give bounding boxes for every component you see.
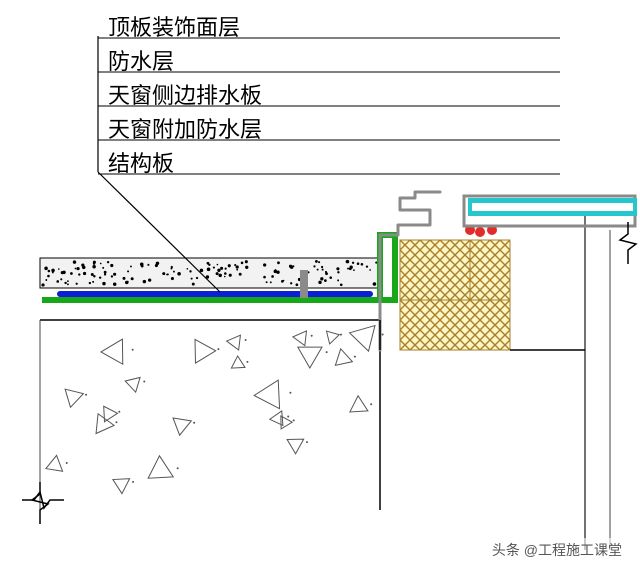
label-l1: 顶板装饰面层 xyxy=(108,10,240,42)
diagram-stage: 顶板装饰面层防水层天窗侧边排水板天窗附加防水层结构板 头条 @工程施工课堂 xyxy=(0,0,640,570)
diagram-svg xyxy=(0,0,640,570)
label-l4: 天窗附加防水层 xyxy=(108,112,262,144)
label-l5: 结构板 xyxy=(108,146,174,178)
watermark: 头条 @工程施工课堂 xyxy=(486,538,628,562)
label-l2: 防水层 xyxy=(108,44,174,76)
label-l3: 天窗侧边排水板 xyxy=(108,78,262,110)
